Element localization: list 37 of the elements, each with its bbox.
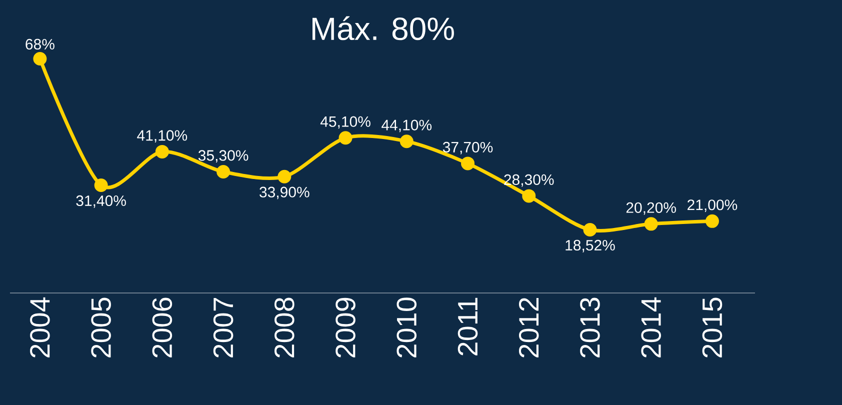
x-tick-label: 2009	[336, 298, 356, 358]
x-tick-label: 2005	[91, 298, 111, 358]
point	[338, 131, 352, 145]
x-tick-label: 2006	[152, 298, 172, 358]
point	[155, 144, 169, 158]
point	[461, 156, 475, 170]
data-label: 37,70%	[442, 142, 493, 154]
data-label: 45,10%	[320, 116, 370, 129]
data-label: 35,30%	[198, 150, 248, 163]
point	[216, 165, 230, 178]
x-tick-label: 2012	[518, 298, 539, 358]
x-tick-label: 2008	[274, 298, 294, 358]
data-label: 21,00%	[688, 200, 738, 212]
point	[400, 134, 414, 148]
point	[33, 52, 47, 66]
x-tick-label: 2004	[30, 297, 50, 358]
point	[644, 217, 658, 231]
point	[278, 170, 292, 184]
x-tick-label: 2007	[213, 298, 234, 358]
x-tick-label: 2013	[580, 298, 600, 358]
data-label: 18,52%	[566, 240, 615, 252]
point	[94, 178, 108, 192]
x-tick-label: 2010	[396, 298, 417, 358]
data-label: 20,20%	[626, 202, 676, 215]
point	[522, 189, 536, 203]
data-label: 44,10%	[382, 120, 432, 132]
point	[705, 214, 719, 228]
point	[583, 222, 597, 236]
x-tick-label: 2015	[702, 298, 722, 358]
data-label: 31,40%	[76, 195, 126, 208]
data-label: 41,10%	[137, 130, 188, 142]
data-label: 28,30%	[504, 174, 554, 187]
x-tick-label: 2011	[458, 298, 478, 356]
x-tick-label: 2014	[641, 297, 662, 358]
chart-title: Máx. 80%	[312, 16, 454, 40]
data-label: 33,90%	[260, 186, 310, 200]
data-label: 68%	[26, 38, 54, 50]
